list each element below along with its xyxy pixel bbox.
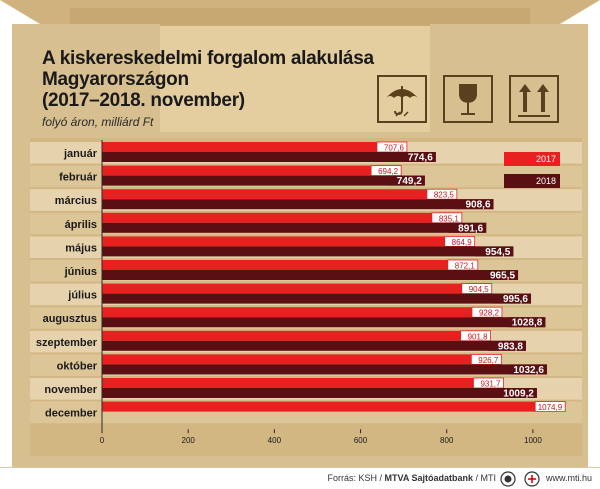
x-tick-label: 800 bbox=[440, 436, 454, 445]
data-label-2018: 954,5 bbox=[485, 247, 510, 258]
data-label-box bbox=[508, 364, 547, 375]
site-url: www.mti.hu bbox=[545, 473, 592, 483]
umbrella-icon bbox=[377, 75, 427, 123]
data-label-2017: 694,2 bbox=[378, 167, 399, 176]
data-label-2017: 928,2 bbox=[479, 309, 500, 318]
data-label-2018: 891,6 bbox=[458, 223, 483, 234]
legend: 2017 2018 bbox=[504, 152, 560, 196]
data-label-box bbox=[480, 270, 519, 280]
bar-2017 bbox=[102, 378, 504, 388]
x-tick-label: 1000 bbox=[524, 436, 542, 445]
category-label: december bbox=[45, 408, 98, 420]
chart-subtitle: folyó áron, milliárd Ft bbox=[42, 115, 154, 129]
this-way-up-icon bbox=[509, 75, 559, 123]
bar-2018 bbox=[102, 175, 425, 186]
footer: Forrás: KSH / MTVA Sajtóadatbank / MTI w… bbox=[0, 467, 600, 489]
bar-2018 bbox=[102, 270, 519, 280]
data-label-2018: 749,2 bbox=[397, 176, 422, 187]
data-label-box bbox=[507, 317, 546, 328]
category-label: szeptember bbox=[36, 337, 98, 349]
bar-2018 bbox=[102, 293, 532, 304]
data-label-2018: 1028,8 bbox=[512, 318, 543, 329]
data-label-box bbox=[493, 293, 532, 304]
data-label-box bbox=[498, 388, 537, 398]
data-label-2017: 904,5 bbox=[469, 285, 490, 294]
bar-2017 bbox=[102, 189, 457, 200]
bar-2017 bbox=[102, 283, 492, 294]
category-label: október bbox=[57, 360, 98, 372]
data-label-box bbox=[455, 199, 494, 210]
data-label-2017: 835,1 bbox=[439, 214, 460, 223]
bar-2018 bbox=[102, 152, 436, 162]
legend-item-2018: 2018 bbox=[504, 174, 560, 188]
bar-2018 bbox=[102, 199, 494, 210]
data-label-2018: 983,8 bbox=[498, 341, 523, 352]
data-label-2017: 707,6 bbox=[384, 144, 405, 153]
data-label-box bbox=[475, 246, 514, 257]
bar-2018 bbox=[102, 246, 514, 257]
category-label: április bbox=[65, 219, 97, 231]
bar-2017 bbox=[102, 142, 407, 152]
fragile-glass-icon bbox=[443, 75, 493, 123]
bar-2017 bbox=[102, 260, 478, 270]
source-text: Forrás: KSH / MTVA Sajtóadatbank / MTI bbox=[327, 473, 496, 483]
data-label-2017: 926,7 bbox=[478, 356, 499, 365]
data-label-2017: 931,7 bbox=[480, 380, 501, 389]
category-label: július bbox=[67, 290, 97, 302]
data-label-2017: 1074,9 bbox=[538, 403, 563, 412]
category-label: március bbox=[55, 195, 97, 207]
data-label-2018: 965,5 bbox=[490, 271, 515, 282]
category-label: június bbox=[64, 266, 97, 278]
chart-title-line2: (2017–2018. november) bbox=[42, 90, 245, 111]
category-label: május bbox=[65, 242, 97, 254]
bar-2018 bbox=[102, 222, 487, 233]
data-label-2018: 908,6 bbox=[465, 200, 490, 211]
data-label-box bbox=[386, 175, 425, 186]
bar-2018 bbox=[102, 364, 547, 375]
data-label-box bbox=[448, 222, 487, 233]
category-label: február bbox=[59, 172, 98, 184]
x-tick-label: 600 bbox=[354, 436, 368, 445]
bar-2018 bbox=[102, 388, 537, 398]
mti-logo-icon bbox=[500, 471, 516, 487]
bar-2018 bbox=[102, 317, 546, 328]
x-tick-label: 200 bbox=[182, 436, 196, 445]
legend-item-2017: 2017 bbox=[504, 152, 560, 166]
bar-2017 bbox=[102, 307, 502, 318]
x-tick-label: 0 bbox=[100, 436, 105, 445]
data-label-2018: 1009,2 bbox=[503, 389, 534, 400]
box-tape bbox=[160, 24, 430, 132]
mtva-logo-icon bbox=[524, 471, 540, 487]
data-label-2018: 1032,6 bbox=[513, 365, 544, 376]
data-label-2017: 823,5 bbox=[434, 191, 455, 200]
chart-title: A kiskereskedelmi forgalom alakulása Mag… bbox=[42, 48, 374, 90]
data-label-2018: 995,6 bbox=[503, 294, 528, 305]
title-block: A kiskereskedelmi forgalom alakulása Mag… bbox=[42, 48, 462, 129]
data-label-2017: 901,8 bbox=[468, 332, 489, 341]
bar-2018 bbox=[102, 340, 526, 351]
data-label-box bbox=[534, 401, 566, 413]
category-label: január bbox=[63, 148, 98, 160]
bar-2017 bbox=[102, 401, 566, 412]
data-label-2018: 774,6 bbox=[408, 153, 433, 164]
bar-2017 bbox=[102, 212, 462, 223]
bar-2017 bbox=[102, 330, 491, 341]
category-label: november bbox=[44, 384, 97, 396]
data-label-box bbox=[487, 340, 526, 351]
data-label-2017: 864,9 bbox=[452, 238, 473, 247]
x-tick-label: 400 bbox=[268, 436, 282, 445]
bar-2017 bbox=[102, 354, 502, 365]
category-label: augusztus bbox=[43, 313, 97, 325]
data-label-2017: 872,1 bbox=[455, 262, 476, 271]
bar-2017 bbox=[102, 236, 475, 247]
bar-2017 bbox=[102, 165, 402, 176]
data-label-box bbox=[397, 152, 436, 162]
